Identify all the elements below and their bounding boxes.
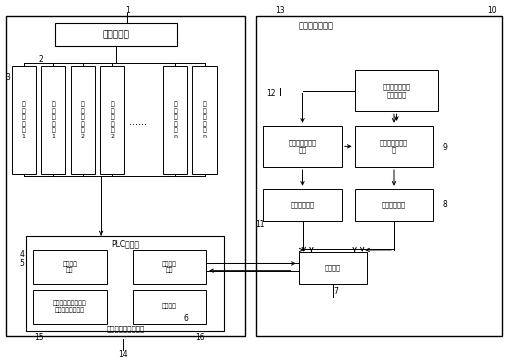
- Text: PLC控制器: PLC控制器: [111, 239, 139, 248]
- Text: 液压机横架: 液压机横架: [102, 30, 129, 39]
- Text: 信息采集
模块: 信息采集 模块: [62, 261, 77, 273]
- Bar: [41, 66, 65, 174]
- Text: 液压机横架实体系统: 液压机横架实体系统: [107, 325, 145, 332]
- Text: 报警模块: 报警模块: [162, 304, 177, 310]
- Text: ......: ......: [129, 117, 147, 127]
- Text: 液压机横架数模
块: 液压机横架数模 块: [380, 139, 408, 154]
- Bar: [33, 290, 107, 324]
- Text: 11: 11: [255, 220, 264, 229]
- Text: 液压机横架理想
数模: 液压机横架理想 数模: [289, 139, 316, 154]
- Bar: [132, 290, 206, 324]
- Text: 5: 5: [19, 259, 24, 268]
- Text: 故障服务信息: 故障服务信息: [382, 201, 406, 208]
- Text: 位
移
传
感
器
2: 位 移 传 感 器 2: [110, 102, 114, 139]
- Text: 9: 9: [443, 143, 448, 152]
- Bar: [193, 66, 217, 174]
- Bar: [132, 250, 206, 284]
- Text: 3: 3: [6, 73, 10, 82]
- Text: 位
移
传
感
器
n: 位 移 传 感 器 n: [203, 102, 206, 139]
- Text: 液压机横架当前状态
数模图像显示模块: 液压机横架当前状态 数模图像显示模块: [53, 301, 87, 313]
- Bar: [71, 66, 95, 174]
- Bar: [26, 236, 224, 331]
- Bar: [55, 23, 177, 46]
- Text: 压
力
传
感
器
1: 压 力 传 感 器 1: [22, 102, 26, 139]
- Text: 2: 2: [38, 54, 43, 64]
- Bar: [12, 66, 36, 174]
- Bar: [355, 126, 433, 167]
- Bar: [33, 250, 107, 284]
- Bar: [7, 16, 245, 337]
- Text: 位
移
传
感
器
1: 位 移 传 感 器 1: [51, 102, 55, 139]
- Text: 压
力
传
感
器
2: 压 力 传 感 器 2: [81, 102, 85, 139]
- Bar: [163, 66, 188, 174]
- Text: 1: 1: [125, 6, 130, 15]
- Bar: [299, 252, 367, 284]
- Bar: [355, 189, 433, 221]
- Bar: [100, 66, 124, 174]
- Text: 上位机虚拟系统: 上位机虚拟系统: [299, 21, 334, 30]
- Text: 管理控制信息: 管理控制信息: [291, 201, 314, 208]
- Text: 7: 7: [333, 286, 338, 295]
- Text: 通信模块: 通信模块: [325, 265, 341, 271]
- Bar: [256, 16, 502, 337]
- Text: 信息处理
模块: 信息处理 模块: [162, 261, 177, 273]
- Text: 13: 13: [275, 6, 285, 15]
- Text: 14: 14: [119, 350, 128, 359]
- Text: 16: 16: [195, 333, 204, 342]
- Text: 10: 10: [487, 6, 497, 15]
- Bar: [263, 189, 342, 221]
- Text: 8: 8: [443, 200, 448, 209]
- Text: 15: 15: [35, 333, 44, 342]
- Text: 12: 12: [266, 89, 275, 98]
- Text: 6: 6: [184, 314, 189, 323]
- Bar: [355, 70, 438, 111]
- Text: 压
力
传
感
器
n: 压 力 传 感 器 n: [173, 102, 177, 139]
- Bar: [263, 126, 342, 167]
- Text: 液压机横架有限
元分析模块: 液压机横架有限 元分析模块: [383, 83, 410, 98]
- Text: 4: 4: [19, 250, 24, 259]
